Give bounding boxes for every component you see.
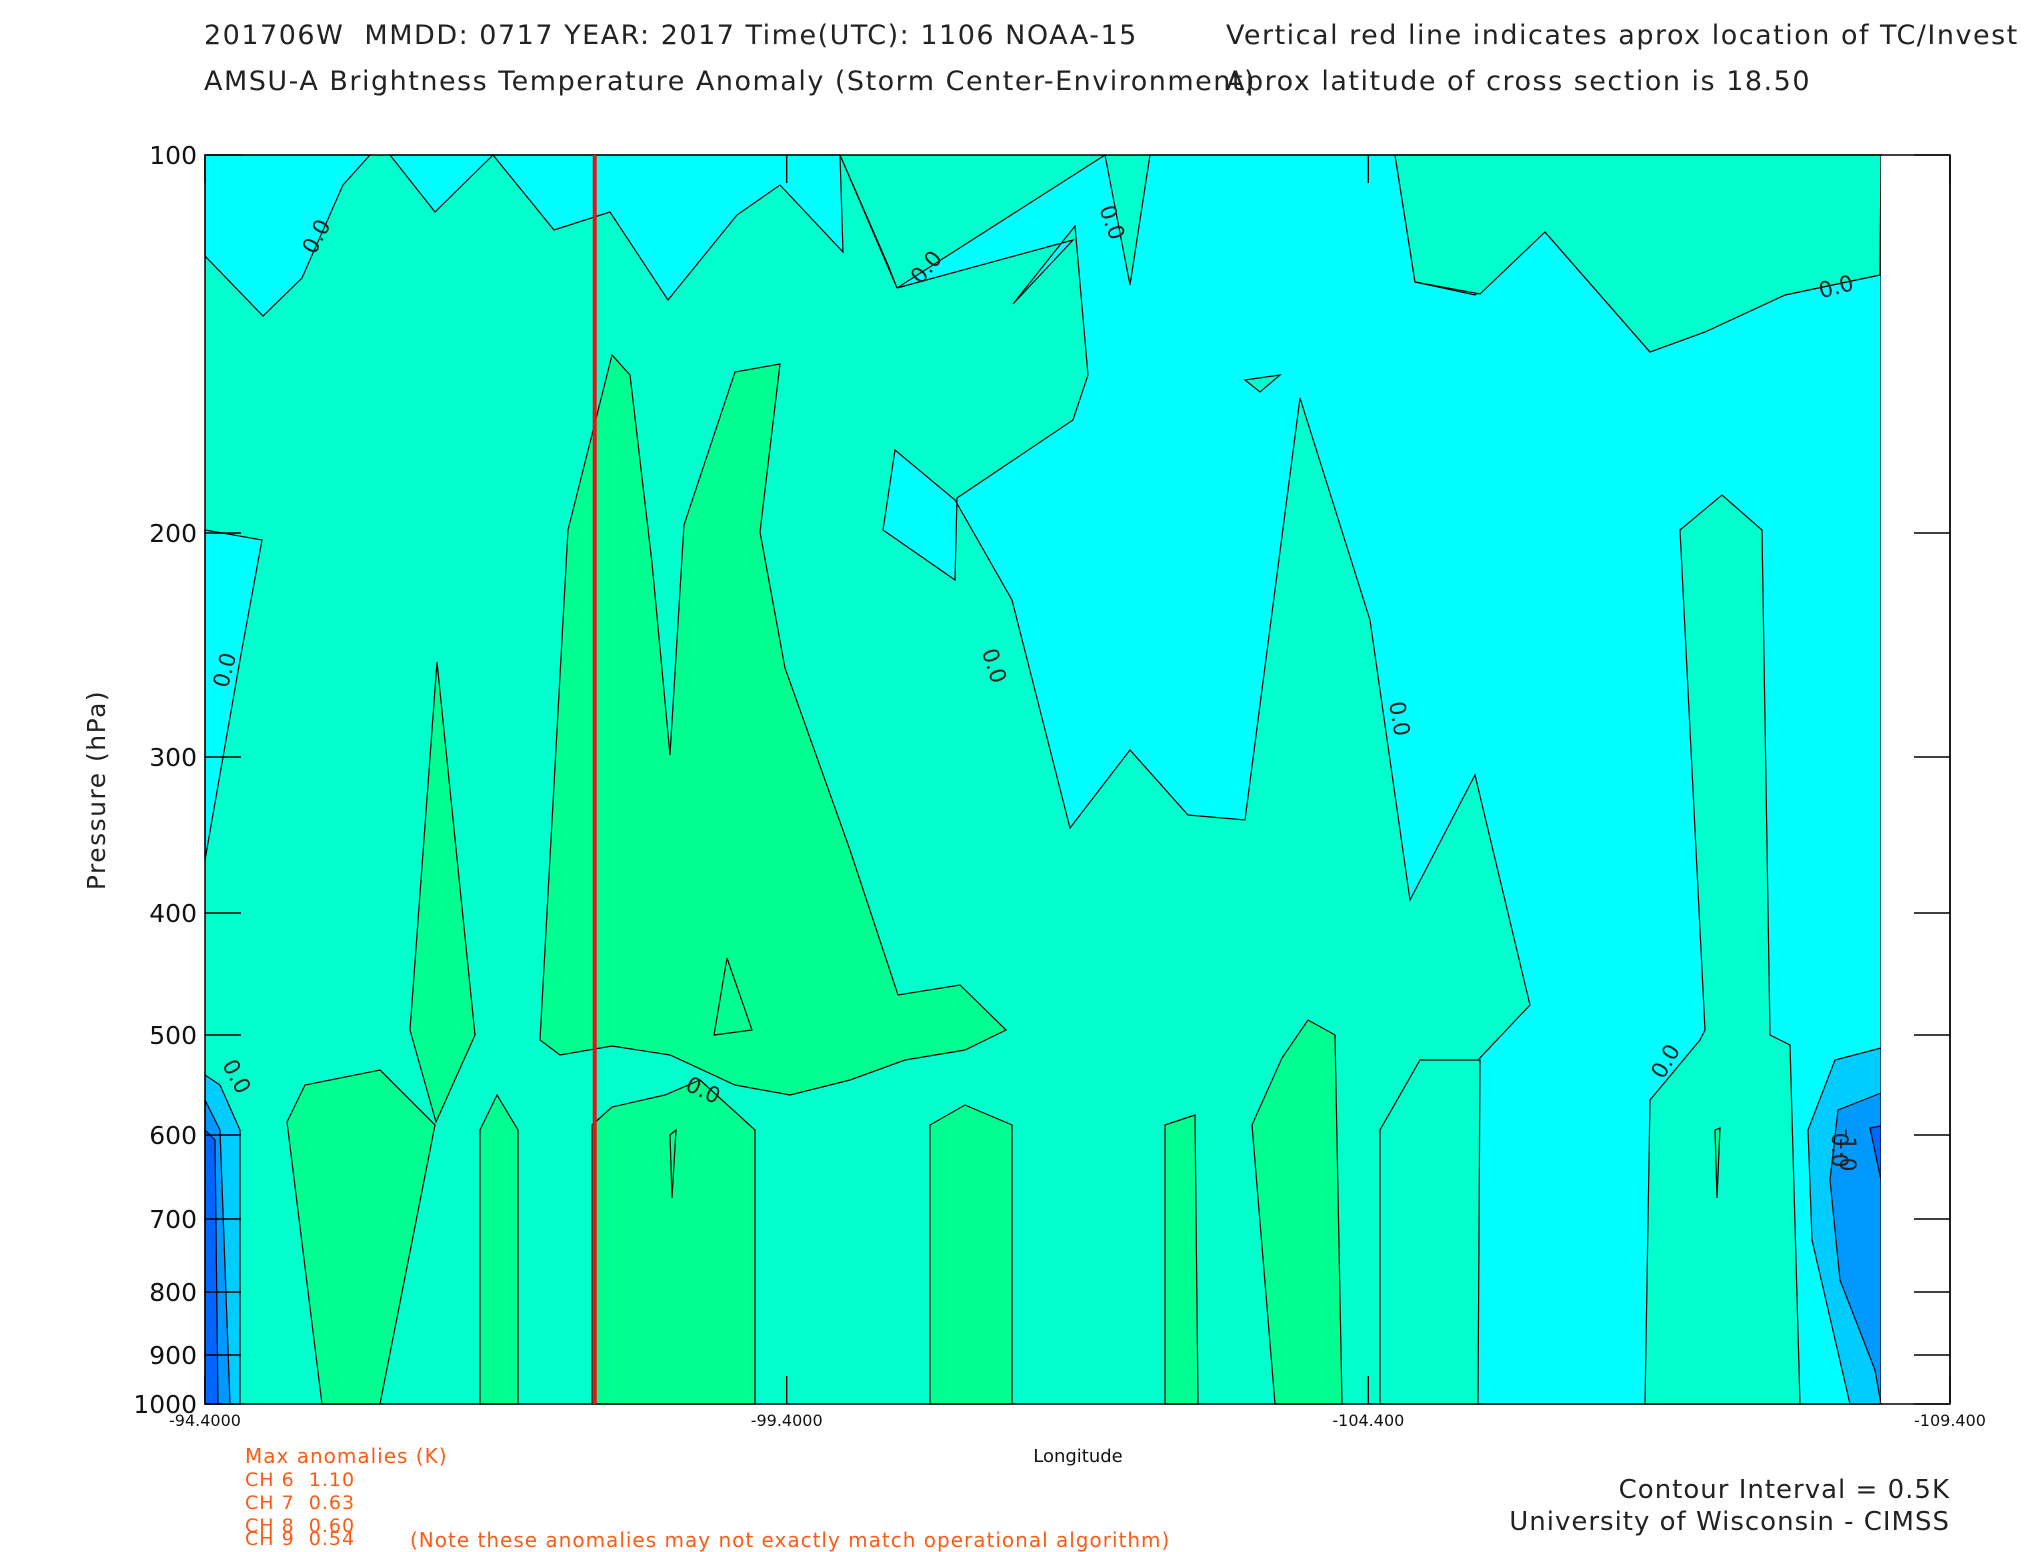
x-axis-label: Longitude	[1033, 1446, 1123, 1467]
y-tick-label: 800	[149, 1278, 197, 1307]
x-tick-label: -109.400	[1914, 1411, 1986, 1430]
x-axis-ticks: -94.4000 -99.4000 -104.400 -109.400	[169, 155, 1986, 1430]
y-tick-label: 100	[149, 141, 197, 170]
y-tick-label: 500	[149, 1021, 197, 1050]
channel-label: CH 9	[245, 1528, 295, 1550]
x-tick-label: -104.400	[1332, 1411, 1404, 1430]
y-tick-label: 600	[149, 1121, 197, 1150]
max-anomaly-ch8: CH 8 0.60	[245, 1515, 355, 1537]
max-anomalies-title: Max anomalies (K)	[245, 1444, 448, 1468]
channel-value: 0.63	[308, 1492, 356, 1514]
y-tick-label: 700	[149, 1205, 197, 1234]
y-axis-ticks: 100 200 300 400 500 600 700 800 900 1000	[133, 141, 1950, 1419]
green-column-5	[1164, 1114, 1199, 1405]
teal-top-right	[1394, 154, 1882, 353]
contour-interval: Contour Interval = 0.5K	[1618, 1475, 1950, 1505]
max-anomaly-ch9: CH 9 0.54	[245, 1528, 355, 1550]
channel-value: 0.54	[308, 1528, 356, 1550]
green-spike-left	[409, 661, 476, 1124]
green-thin-sliver	[669, 1128, 677, 1199]
header-title-line2: AMSU-A Brightness Temperature Anomaly (S…	[204, 66, 1257, 97]
x-tick-label: -94.4000	[169, 1411, 241, 1430]
teal-column-right	[1644, 494, 1801, 1405]
y-tick-label: 200	[149, 519, 197, 548]
contour-label: 0.0	[1383, 699, 1414, 738]
header-title-line1: 201706W MMDD: 0717 YEAR: 2017 Time(UTC):…	[204, 20, 1138, 51]
green-plume-center	[539, 353, 1008, 1096]
credit-line: University of Wisconsin - CIMSS	[1509, 1507, 1950, 1537]
channel-label: CH 6	[245, 1469, 295, 1491]
green-column-3	[591, 1079, 756, 1405]
green-column-4	[929, 1104, 1013, 1405]
y-tick-label: 1000	[133, 1390, 197, 1419]
y-tick-label: 300	[149, 743, 197, 772]
cyan-region-top-center	[839, 154, 898, 289]
header-note-line1: Vertical red line indicates aprox locati…	[1226, 20, 2019, 51]
channel-label: CH 7	[245, 1492, 295, 1514]
plot-right-blank	[1881, 156, 1949, 1403]
teal-sliver-right	[1714, 1127, 1721, 1199]
max-anomaly-ch6: CH 6 1.10	[245, 1469, 355, 1491]
teal-island-right	[1379, 1059, 1481, 1405]
contour-label: 0.0	[1826, 1133, 1851, 1168]
y-tick-label: 400	[149, 899, 197, 928]
green-column-2	[479, 1093, 519, 1405]
contour-label: -1.0	[1834, 1129, 1859, 1172]
max-anomaly-ch7: CH 7 0.63	[245, 1492, 355, 1514]
header-note-line2: Aprox latitude of cross section is 18.50	[1226, 66, 1811, 97]
green-small-tri	[713, 957, 753, 1036]
anomaly-note: (Note these anomalies may not exactly ma…	[410, 1528, 1171, 1552]
y-axis-label: Pressure (hPa)	[82, 690, 111, 890]
teal-small-patch	[1243, 374, 1282, 393]
cyan-region-top-mid2	[491, 154, 844, 302]
y-tick-label: 900	[149, 1341, 197, 1370]
channel-value: 1.10	[308, 1469, 356, 1491]
channel-value: 0.60	[308, 1515, 356, 1537]
x-tick-label: -99.4000	[751, 1411, 823, 1430]
channel-label: CH 8	[245, 1515, 295, 1537]
